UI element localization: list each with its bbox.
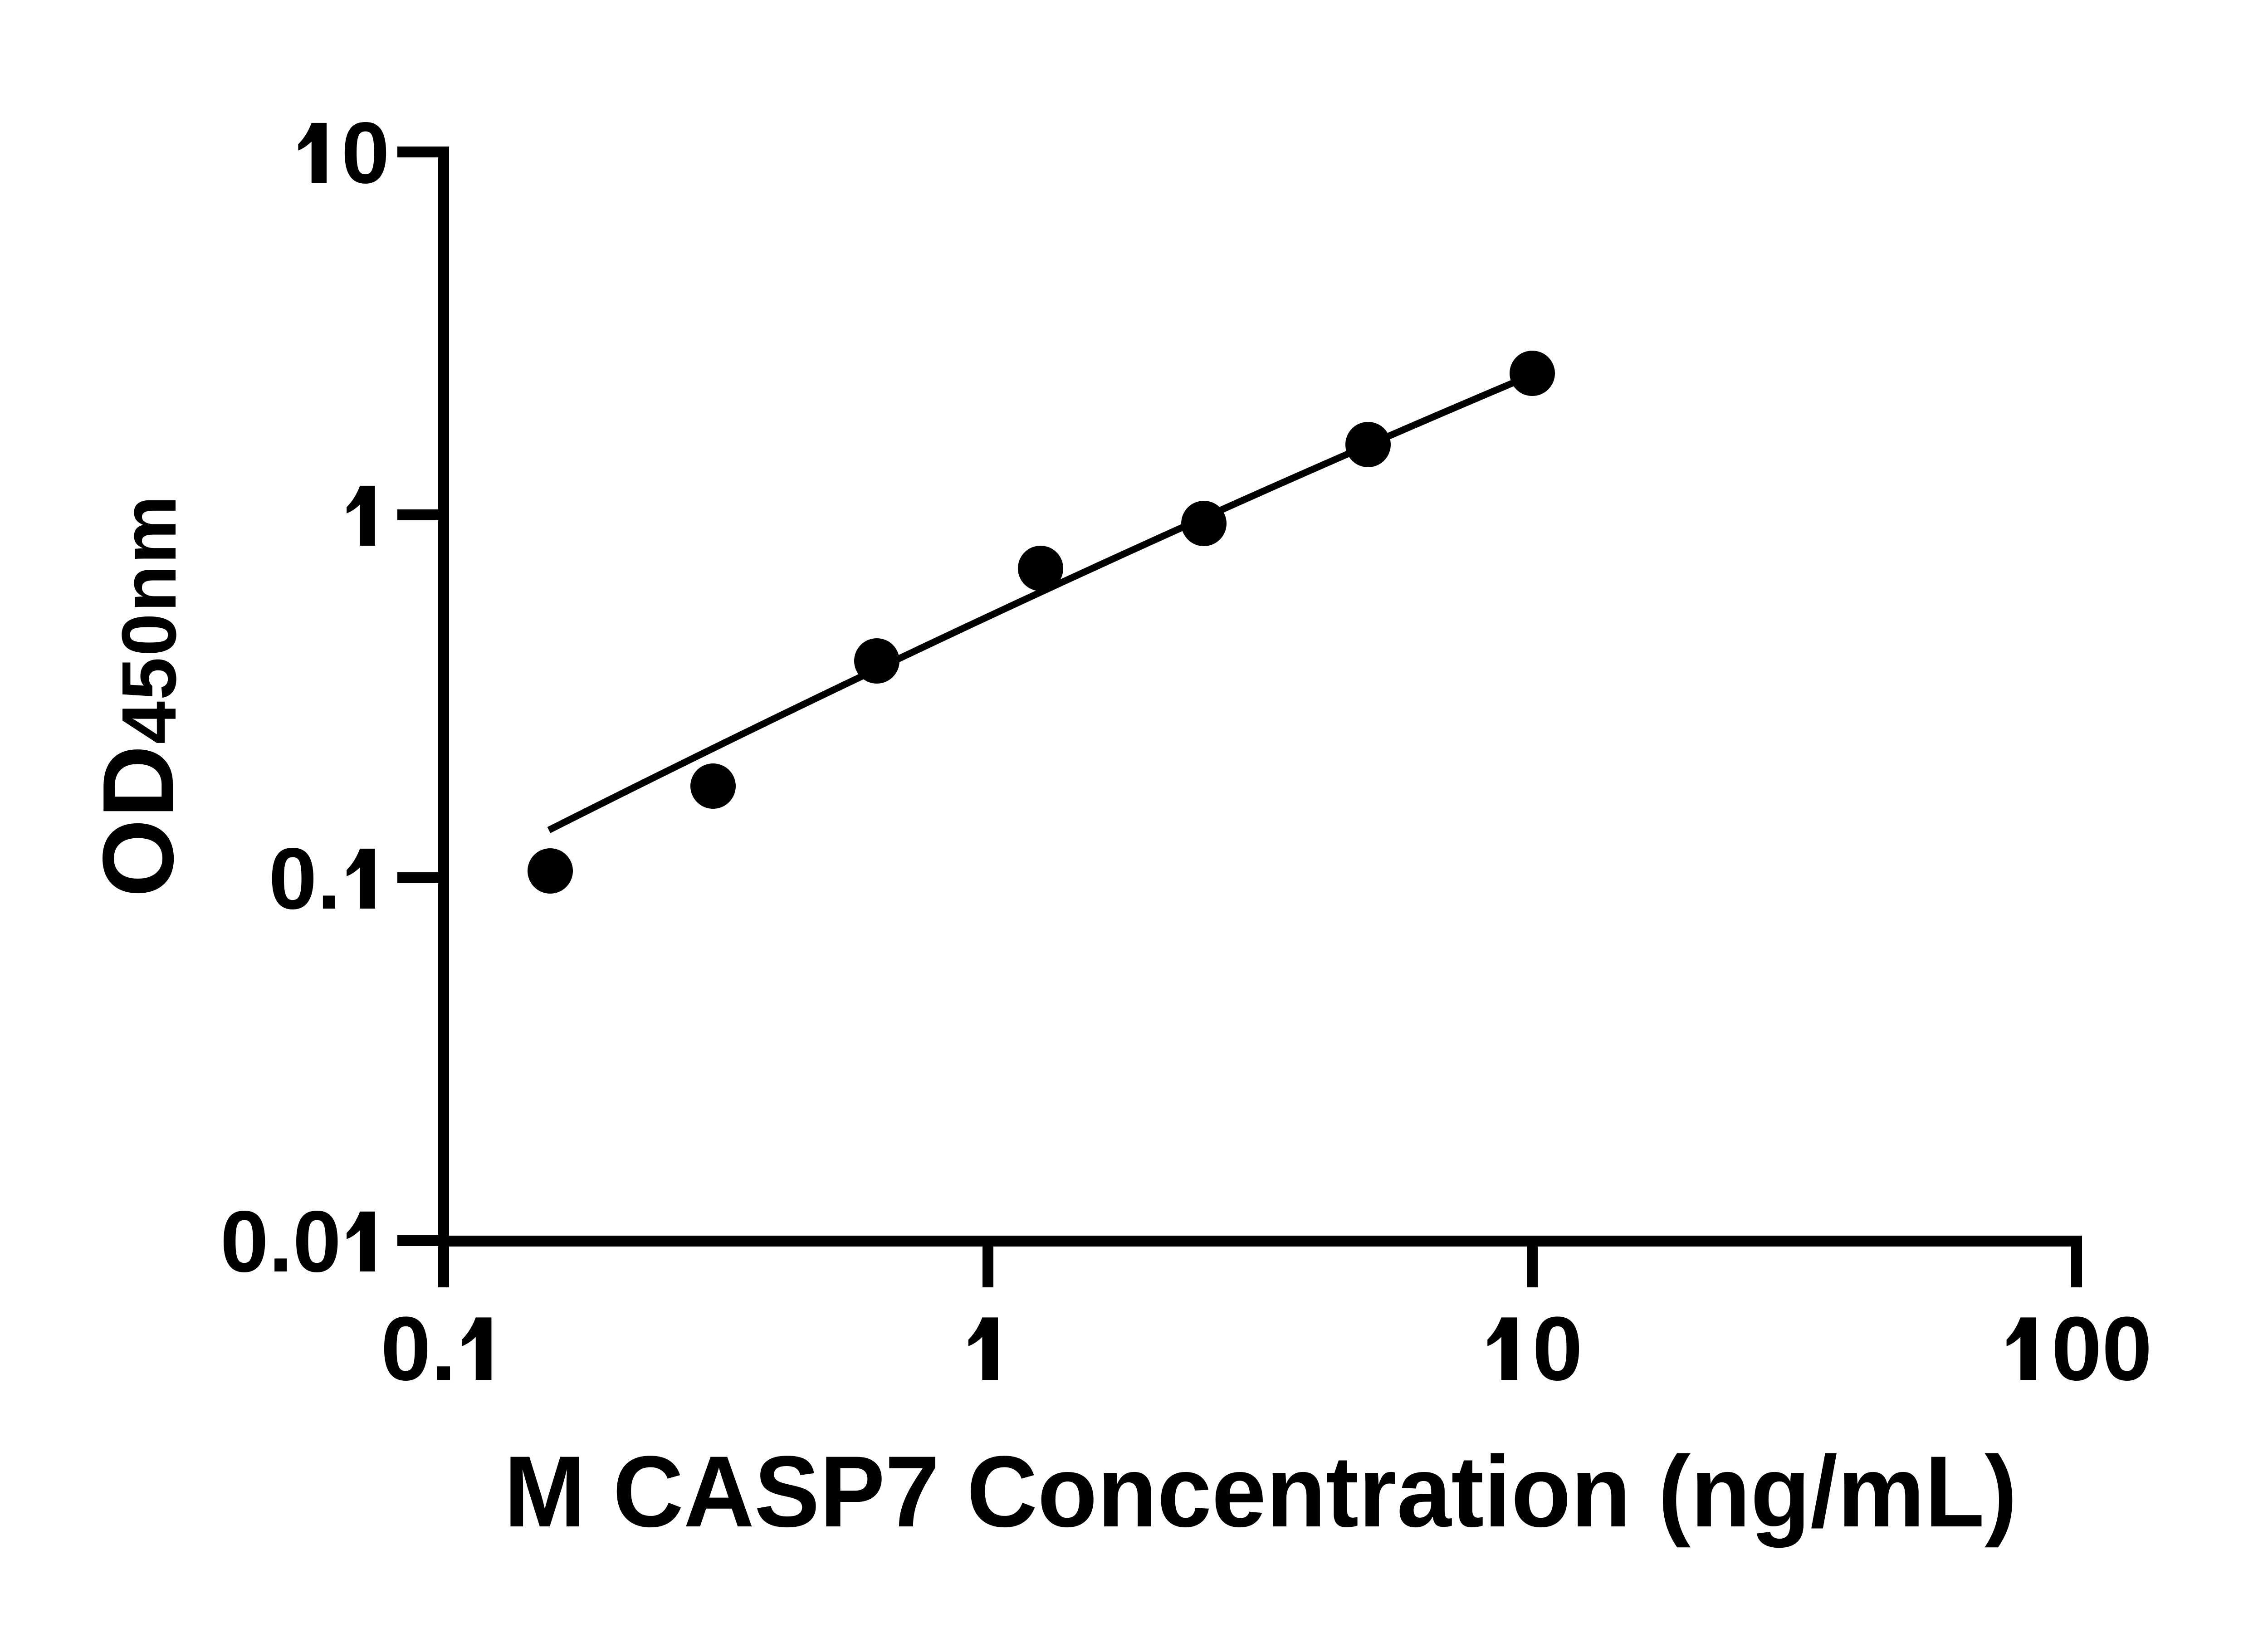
svg-text:00: 00 — [2051, 1298, 2152, 1399]
svg-text:0: 0 — [1532, 1298, 1583, 1399]
svg-text:0.: 0. — [269, 830, 341, 927]
svg-text:M CASP7 Concentration (ng/mL): M CASP7 Concentration (ng/mL) — [504, 1435, 2017, 1548]
svg-text:0.: 0. — [381, 1298, 456, 1399]
svg-text:0.0: 0.0 — [220, 1193, 341, 1290]
svg-text:OD450nm: OD450nm — [82, 494, 195, 897]
svg-text:0: 0 — [341, 104, 390, 201]
